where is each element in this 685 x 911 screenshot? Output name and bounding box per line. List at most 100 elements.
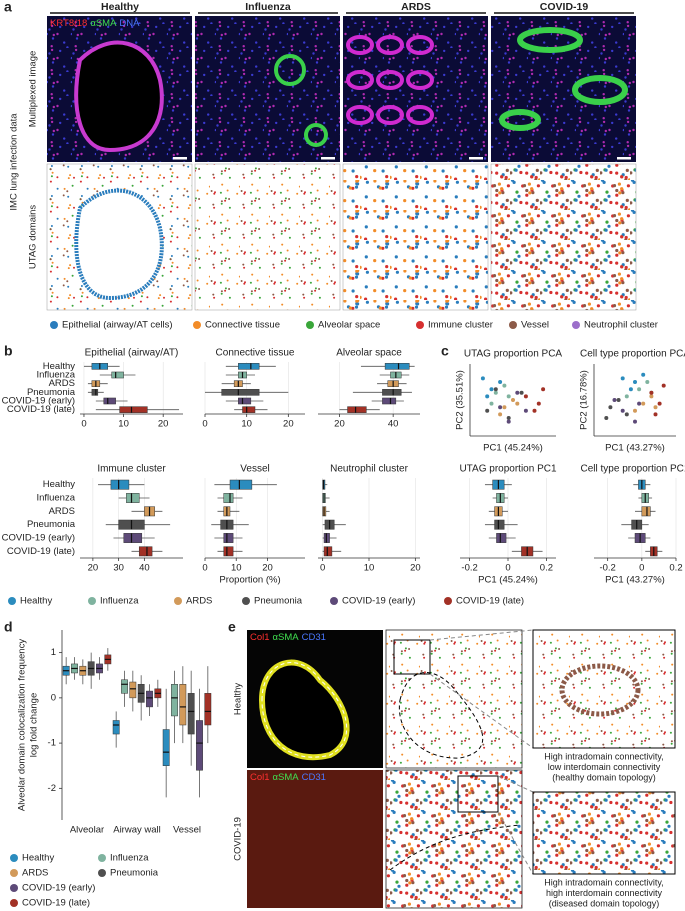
- row-label: UTAG domains: [28, 205, 39, 269]
- box: [196, 720, 203, 771]
- legend-marker: [306, 321, 314, 329]
- point: [485, 394, 490, 399]
- point: [633, 419, 637, 424]
- caption-line: (diseased domain topology): [549, 898, 660, 908]
- zoom-connector: [497, 811, 534, 875]
- x-tick-label: 20: [334, 419, 345, 430]
- panel-label: e: [228, 619, 236, 635]
- legend-marker: [193, 321, 201, 329]
- box: [238, 363, 260, 370]
- epithelium: [406, 70, 434, 90]
- point: [620, 376, 625, 381]
- box: [223, 533, 234, 543]
- point: [653, 405, 658, 410]
- point: [661, 383, 666, 388]
- x-tick-label: 10: [364, 563, 375, 574]
- x-tick-label: Airway wall: [113, 825, 161, 836]
- stain-word: DNA: [119, 18, 140, 29]
- stain-label: Col1 αSMA CD31: [250, 772, 326, 783]
- zoom-connector: [429, 629, 534, 641]
- box: [242, 406, 256, 413]
- y-tick-label: 0: [51, 692, 56, 703]
- x-tick-label: 30: [113, 563, 124, 574]
- domain-outline: [398, 672, 484, 759]
- box: [91, 389, 99, 396]
- box: [123, 533, 143, 543]
- row-label: ARDS: [49, 378, 75, 389]
- stain-word: CD31: [302, 632, 326, 643]
- point: [480, 376, 485, 381]
- condition-label: COVID-19: [233, 817, 244, 861]
- legend-label: COVID-19 (early): [22, 883, 95, 894]
- row-label: COVID-19 (late): [7, 404, 75, 415]
- condition-label: Healthy: [233, 683, 244, 715]
- point: [515, 401, 520, 406]
- point: [502, 405, 507, 410]
- box: [347, 406, 367, 413]
- legend-marker: [10, 884, 18, 892]
- row-label: Influenza: [36, 370, 75, 381]
- stain-word: Col1: [250, 632, 270, 643]
- legend-label: Epithelial (airway/AT cells): [62, 320, 173, 331]
- epithelium: [406, 105, 434, 125]
- box: [204, 693, 212, 726]
- box: [129, 681, 137, 699]
- stain-word: αSMA: [273, 632, 300, 643]
- point: [649, 394, 654, 399]
- x-tick-label: 0: [320, 563, 325, 574]
- point: [637, 401, 642, 406]
- x-tick-label: Vessel: [173, 825, 201, 836]
- stain-word: CD31: [302, 772, 326, 783]
- x-tick-label: 20: [262, 563, 273, 574]
- legend-label: Healthy: [22, 853, 54, 864]
- point: [649, 390, 654, 395]
- caption-line: low interdomain connectivity: [548, 762, 661, 772]
- legend-marker: [98, 854, 106, 862]
- legend-label: COVID-19 (early): [342, 596, 415, 607]
- legend-label: ARDS: [186, 596, 212, 607]
- box: [146, 690, 153, 708]
- caption-line: High intradomain connectivity,: [544, 751, 663, 761]
- box: [187, 693, 195, 735]
- x-tick-label: 40: [388, 419, 399, 430]
- legend-marker: [98, 869, 106, 877]
- legend-label: Immune cluster: [428, 320, 493, 331]
- domain-image: [385, 629, 523, 769]
- legend-marker: [174, 597, 182, 605]
- chart-title: Neutrophil cluster: [330, 464, 408, 475]
- chart-title: UTAG proportion PC1: [459, 464, 557, 475]
- epithelium: [376, 35, 404, 55]
- condition-header: ARDS: [401, 1, 431, 13]
- domain-image: [385, 769, 523, 909]
- box: [103, 397, 116, 405]
- point: [532, 408, 537, 413]
- row-label: Pneumonia: [27, 387, 76, 398]
- box: [382, 389, 402, 396]
- point: [608, 405, 613, 410]
- y-tick-label: 1: [51, 647, 56, 658]
- x-axis-label: Proportion (%): [219, 575, 280, 586]
- epithelium: [346, 70, 374, 90]
- point: [653, 412, 658, 417]
- point: [633, 380, 637, 384]
- box: [223, 546, 234, 557]
- x-tick-label: -0.2: [461, 563, 477, 574]
- legend-label: Pneumonia: [254, 596, 303, 607]
- box: [223, 493, 234, 503]
- x-tick-label: 0: [202, 419, 207, 430]
- x-tick-label: 20: [283, 419, 294, 430]
- point: [633, 408, 637, 413]
- y-axis-label: Alveolar domain colocalization frequency: [17, 639, 28, 811]
- box: [179, 684, 187, 726]
- point: [511, 398, 515, 402]
- point: [541, 387, 546, 392]
- point: [536, 401, 541, 406]
- x-tick-label: 10: [231, 563, 242, 574]
- chart-title: Connective tissue: [216, 348, 295, 359]
- point: [612, 398, 617, 402]
- panel-label: c: [441, 343, 449, 359]
- x-axis-label: PC1 (43.27%): [605, 443, 665, 454]
- box: [641, 506, 651, 517]
- domain-outline: [261, 662, 348, 758]
- stain-image: [247, 770, 383, 908]
